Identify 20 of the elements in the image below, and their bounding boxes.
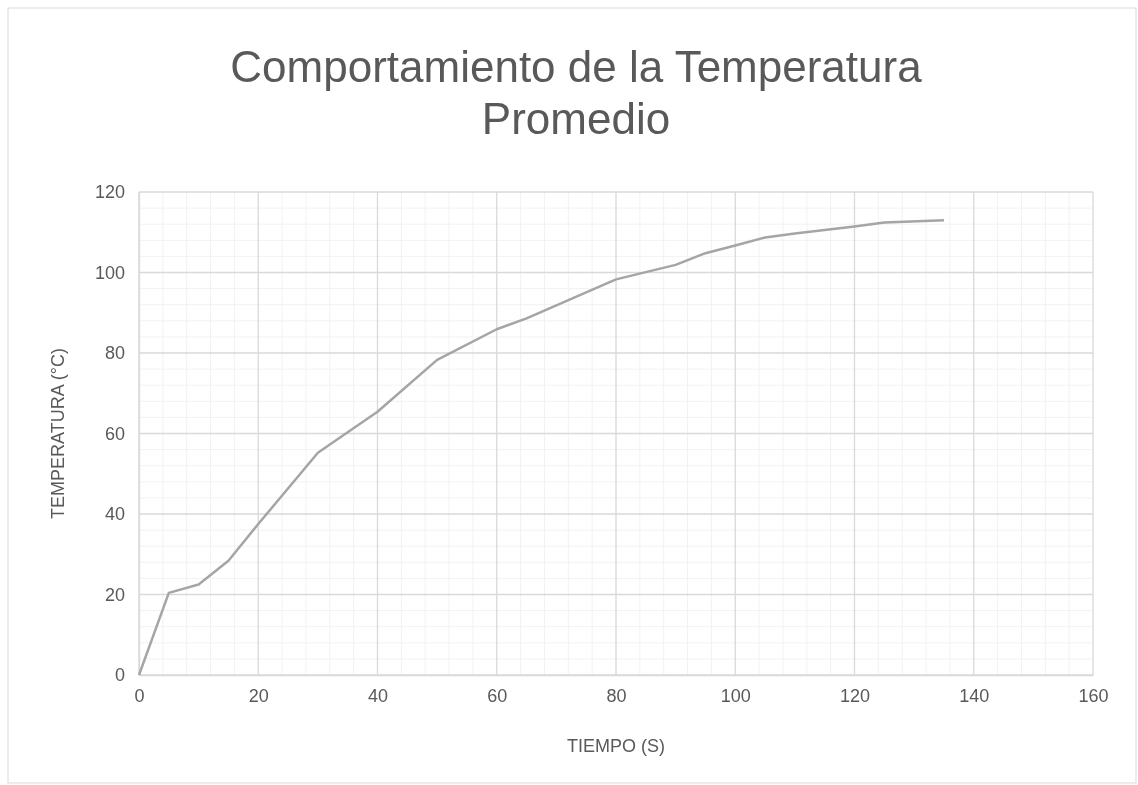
y-tick-label: 20 (104, 584, 125, 605)
x-tick-label: 80 (606, 685, 627, 706)
chart-title: Comportamiento de la Temperatura Promedio (230, 42, 923, 143)
x-axis-title: TIEMPO (S) (567, 736, 665, 756)
y-tick-label: 0 (114, 665, 125, 686)
y-tick-label: 60 (104, 423, 125, 444)
y-tick-label: 120 (94, 182, 125, 203)
x-tick-label: 0 (134, 685, 145, 706)
y-tick-label: 80 (104, 343, 125, 364)
x-tick-label: 40 (367, 685, 389, 706)
x-tick-label: 100 (720, 685, 751, 706)
x-tick-label: 140 (959, 685, 990, 706)
y-axis-title: TEMPERATURA (°C) (48, 348, 68, 519)
x-tick-label: 20 (248, 685, 269, 706)
line-series (137, 218, 946, 677)
x-tick-label: 160 (1078, 685, 1109, 706)
y-tick-label: 100 (94, 262, 125, 283)
y-tick-label: 40 (104, 504, 125, 525)
x-tick-label: 120 (839, 685, 871, 706)
x-tick-label: 60 (487, 685, 508, 706)
